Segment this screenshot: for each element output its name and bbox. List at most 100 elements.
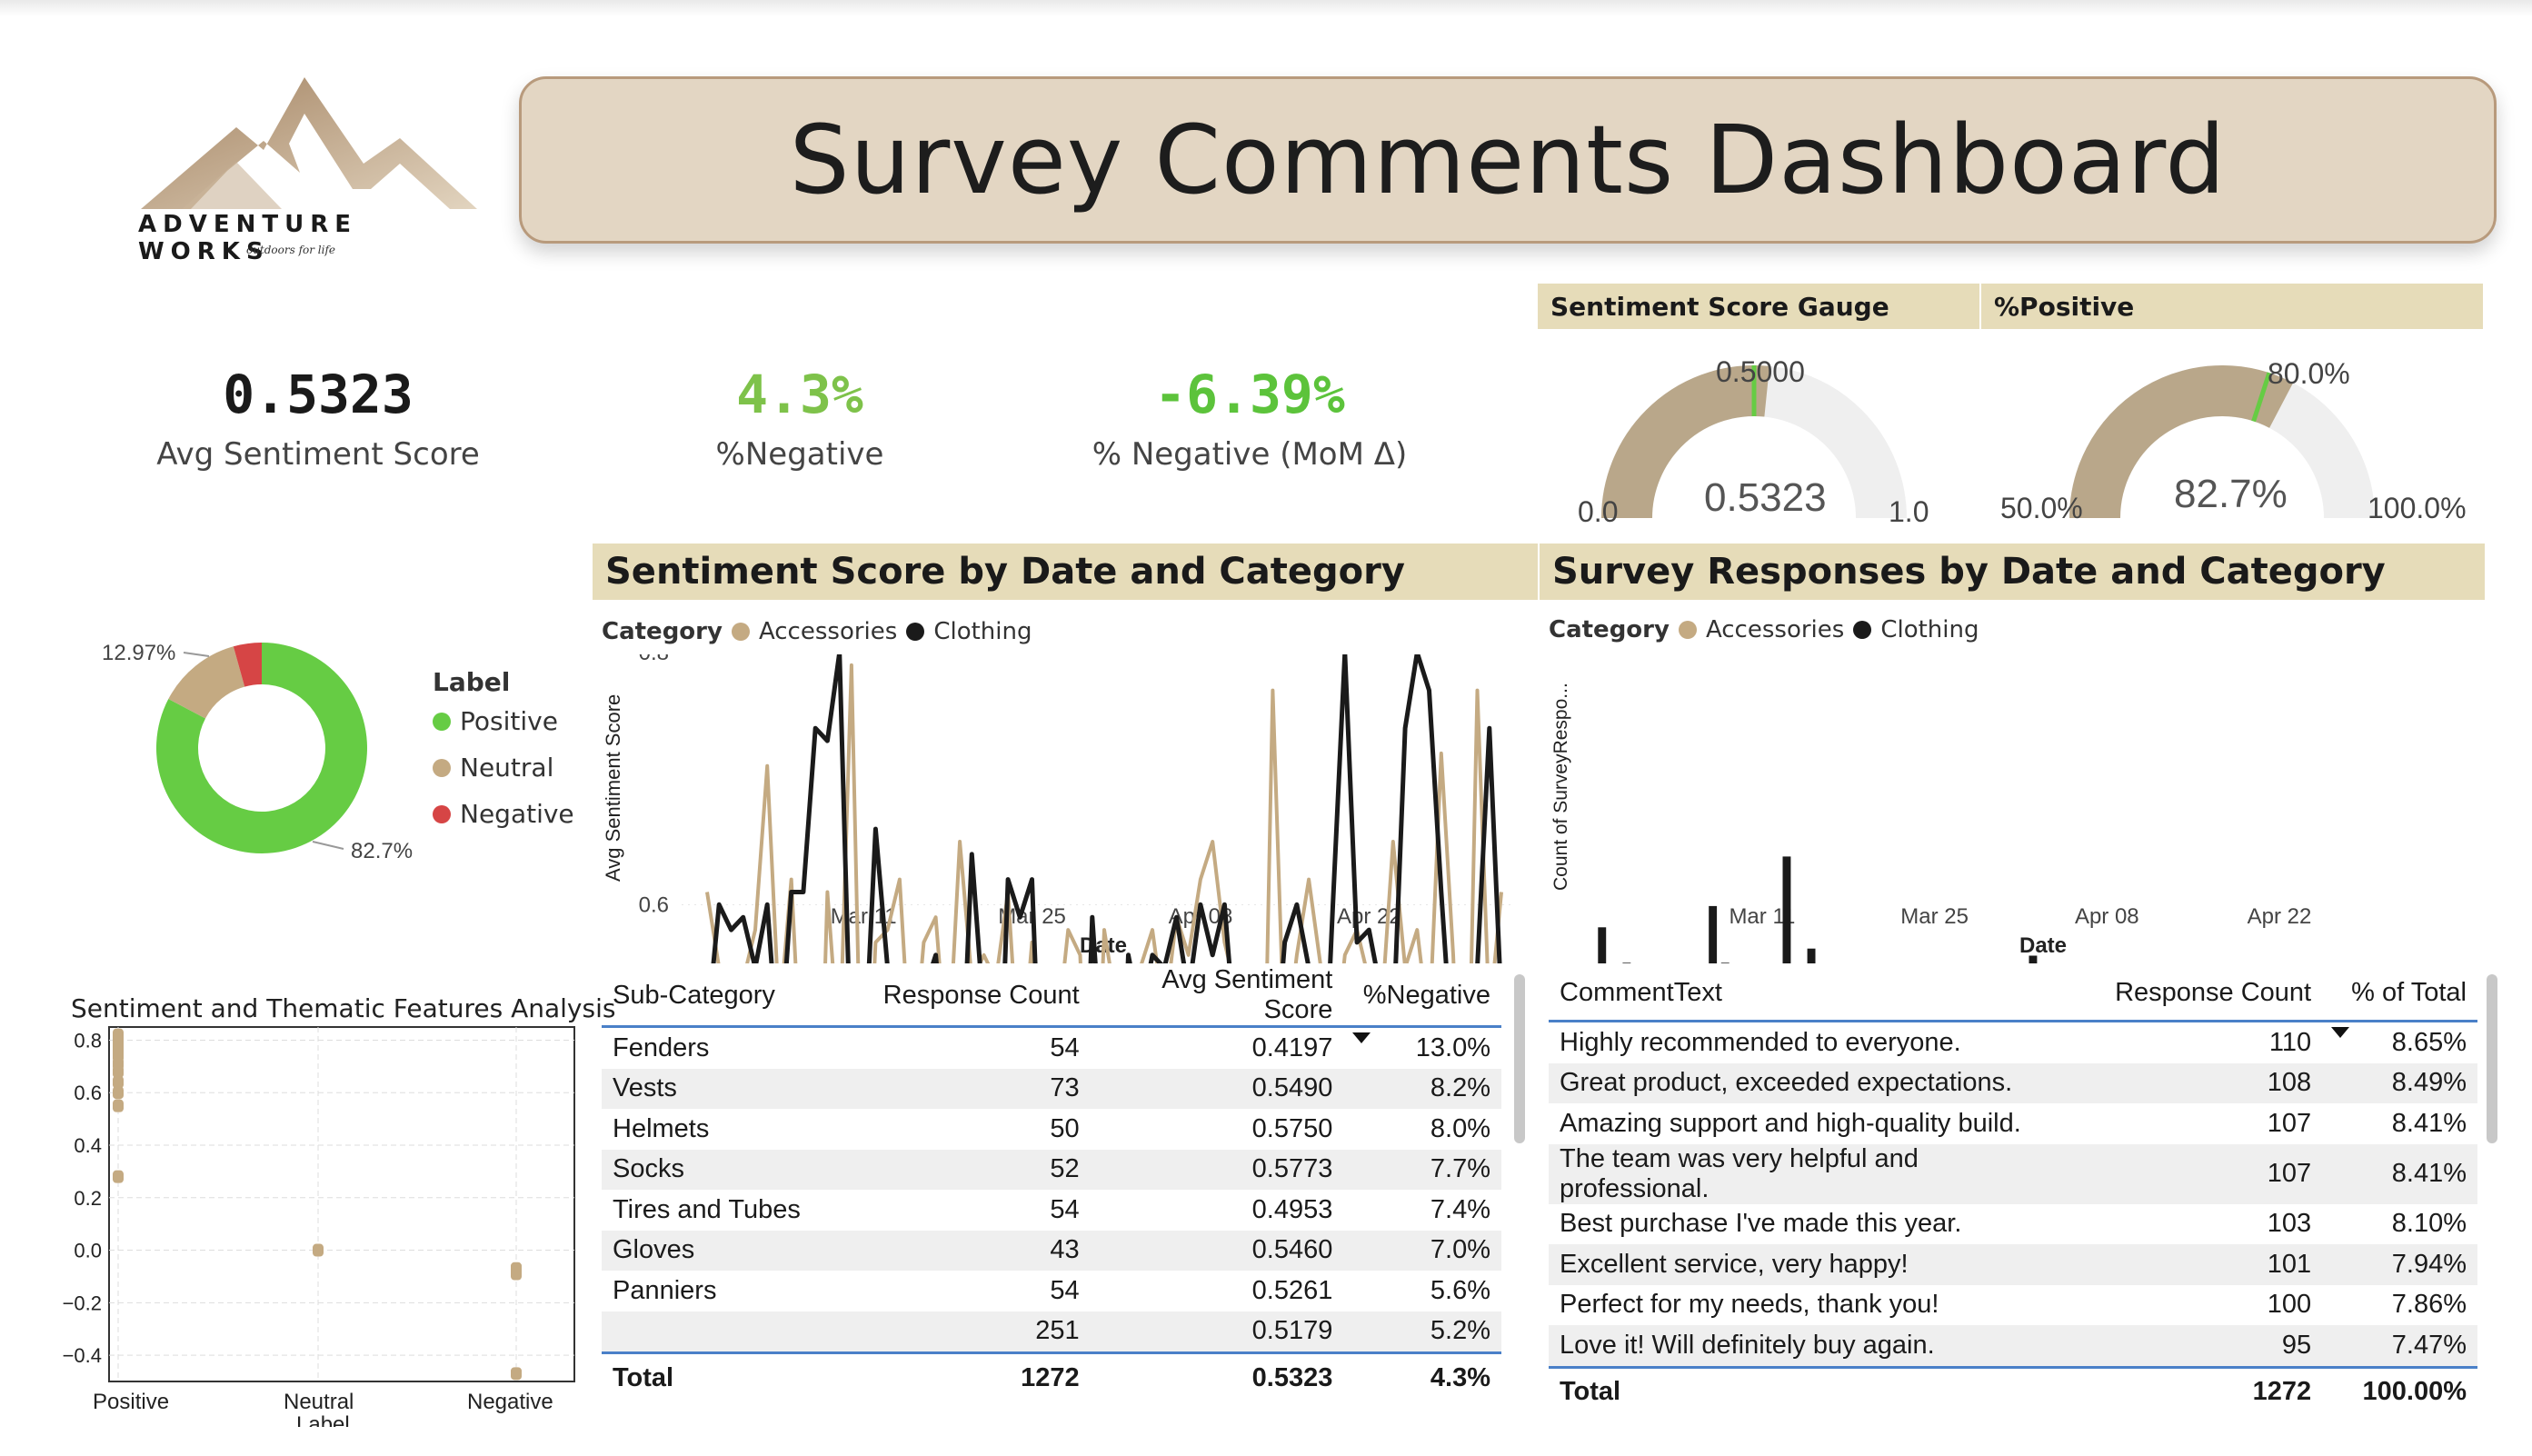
bar-clothing[interactable] bbox=[1807, 948, 1816, 963]
table-row[interactable]: 251 0.5179 5.2% bbox=[602, 1311, 1501, 1353]
table-cell: 43 bbox=[862, 1230, 1091, 1271]
line-series-accessories[interactable] bbox=[705, 663, 1503, 963]
donut-slice-positive[interactable] bbox=[155, 643, 367, 853]
legend-item-negative[interactable]: Negative bbox=[433, 799, 574, 829]
sort-desc-icon bbox=[2331, 1027, 2350, 1038]
table-cell: Helmets bbox=[613, 1113, 710, 1143]
y-tick-label: 0.6 bbox=[639, 893, 669, 917]
donut-slice-neutral[interactable] bbox=[168, 646, 245, 719]
table-cell: 8.0% bbox=[1430, 1113, 1490, 1143]
column-header-sorted[interactable]: % of Total bbox=[2322, 965, 2477, 1038]
y-tick-label: 0.8 bbox=[74, 1029, 102, 1052]
bar-clothing[interactable] bbox=[1709, 905, 1718, 963]
legend-label: Negative bbox=[460, 799, 574, 829]
table-row[interactable]: Perfect for my needs, thank you! 100 7.86% bbox=[1549, 1285, 2477, 1326]
bar-clothing[interactable] bbox=[1622, 962, 1631, 963]
table-row[interactable]: Best purchase I've made this year. 103 8.1… bbox=[1549, 1204, 2477, 1245]
bar-chart-title: Survey Responses by Date and Category bbox=[1552, 551, 2386, 593]
line-series-clothing[interactable] bbox=[707, 654, 1502, 963]
donut-slice-negative[interactable] bbox=[233, 643, 262, 687]
table-row[interactable]: Highly recommended to everyone. 110 8.65% bbox=[1549, 1022, 2477, 1063]
kpi-label: % Negative (MoM Δ) bbox=[1092, 436, 1408, 473]
column-header[interactable]: Response Count bbox=[862, 965, 1091, 1028]
table-cell: 100 bbox=[2267, 1290, 2312, 1320]
responses-bar-chart: 500 Count of SurveyRespo... Date Mar 11M… bbox=[1550, 683, 2312, 964]
table-row[interactable]: Gloves 43 0.5460 7.0% bbox=[602, 1230, 1501, 1271]
total-cell: 1272 bbox=[862, 1351, 1091, 1401]
table-row[interactable]: Love it! Will definitely buy again. 95 7.4… bbox=[1549, 1325, 2477, 1367]
bar-clothing[interactable] bbox=[1720, 962, 1730, 963]
table-cell: 8.2% bbox=[1343, 1068, 1501, 1109]
bar-clothing[interactable] bbox=[1598, 927, 1607, 963]
scatter-point bbox=[113, 1086, 124, 1100]
table-cell: 0.5490 bbox=[1090, 1068, 1344, 1109]
y-tick-label: 0.4 bbox=[74, 1134, 102, 1157]
legend-label[interactable]: Clothing bbox=[933, 618, 1032, 645]
table-cell: 7.94% bbox=[2322, 1244, 2477, 1285]
bar-clothing[interactable] bbox=[1782, 856, 1791, 963]
legend-item-positive[interactable]: Positive bbox=[433, 706, 574, 736]
table-cell: Best purchase I've made this year. bbox=[1560, 1209, 1962, 1239]
subcategory-table-scrollbar[interactable] bbox=[1514, 974, 1525, 1143]
legend-title: Category bbox=[1549, 616, 1670, 643]
x-tick-label: Mar 11 bbox=[831, 904, 897, 929]
y-tick-label: −0.4 bbox=[63, 1344, 102, 1367]
table-cell: 54 bbox=[1050, 1194, 1080, 1224]
column-header[interactable]: Response Count bbox=[2082, 965, 2323, 1022]
positive-gauge: 80.0% 82.7% 50.0% 100.0% bbox=[2000, 357, 2467, 524]
table-total-row: Total 1272 0.5323 4.3% bbox=[602, 1351, 1501, 1401]
gauge-fill bbox=[1601, 365, 1770, 519]
legend-dot-icon bbox=[731, 623, 750, 641]
gauge-target-label: 0.5000 bbox=[1716, 355, 1805, 388]
comment-table-scrollbar[interactable] bbox=[2487, 974, 2497, 1143]
legend-label[interactable]: Clothing bbox=[1880, 616, 1979, 643]
total-cell: 1272 bbox=[2082, 1365, 2323, 1416]
column-header-sorted[interactable]: %Negative bbox=[1343, 965, 1501, 1043]
gauge-header-label: %Positive bbox=[1994, 291, 2135, 322]
x-tick-label: Apr 22 bbox=[1337, 904, 1401, 929]
table-row[interactable]: Fenders 54 0.4197 13.0% bbox=[602, 1027, 1501, 1069]
table-cell: The team was very helpful and profession… bbox=[1549, 1143, 2083, 1204]
mountain-logo-icon bbox=[141, 77, 477, 209]
legend-dot-icon bbox=[433, 712, 451, 731]
bar-clothing[interactable] bbox=[2029, 955, 2038, 964]
table-row[interactable]: Socks 52 0.5773 7.7% bbox=[602, 1149, 1501, 1190]
donut-annotation-line bbox=[183, 652, 210, 657]
scatter-point bbox=[511, 1367, 522, 1381]
table-row[interactable]: Great product, exceeded expectations. 108… bbox=[1549, 1062, 2477, 1103]
table-cell: 110 bbox=[2268, 1027, 2312, 1057]
x-tick-label: Apr 22 bbox=[2248, 904, 2312, 929]
plot-frame bbox=[108, 1026, 575, 1382]
sentiment-scatter-plot: 0.8 0.6 0.4 0.2 0.0 −0.2 −0.4 Positive Neutral… bbox=[63, 1026, 575, 1427]
table-cell: 0.5261 bbox=[1251, 1275, 1333, 1305]
table-row[interactable]: Vests 73 0.5490 8.2% bbox=[602, 1068, 1501, 1109]
gauge-target-label: 80.0% bbox=[2268, 357, 2350, 390]
legend-item-neutral[interactable]: Neutral bbox=[433, 753, 574, 783]
gauge-header-sentiment: Sentiment Score Gauge bbox=[1538, 284, 1979, 329]
table-cell: Excellent service, very happy! bbox=[1549, 1244, 2083, 1285]
scatter-title: Sentiment and Thematic Features Analysis bbox=[71, 993, 616, 1023]
column-header[interactable]: CommentText bbox=[1549, 965, 2083, 1022]
total-cell: 100.00% bbox=[2322, 1365, 2477, 1416]
table-cell: Vests bbox=[602, 1068, 863, 1109]
kpi-value: 4.3% bbox=[736, 364, 863, 425]
table-cell: 0.4953 bbox=[1251, 1194, 1333, 1224]
donut-legend: Label Positive Neutral Negative bbox=[433, 667, 574, 829]
table-total-row: Total 1272 100.00% bbox=[1549, 1365, 2477, 1416]
legend-dot-icon bbox=[906, 623, 925, 641]
legend-label[interactable]: Accessories bbox=[758, 618, 898, 645]
x-tick-label: Positive bbox=[93, 1390, 169, 1414]
table-row[interactable]: Amazing support and high-quality build. 1… bbox=[1549, 1103, 2477, 1144]
table-row[interactable]: Panniers 54 0.5261 5.6% bbox=[602, 1271, 1501, 1311]
legend-label: Positive bbox=[460, 706, 558, 736]
legend-label[interactable]: Accessories bbox=[1705, 616, 1845, 643]
column-header[interactable]: Avg Sentiment Score bbox=[1090, 965, 1344, 1028]
line-chart-legend: Category Accessories Clothing bbox=[602, 618, 1032, 645]
table-row[interactable]: Tires and Tubes 54 0.4953 7.4% bbox=[602, 1190, 1501, 1231]
table-row[interactable]: Helmets 50 0.5750 8.0% bbox=[602, 1109, 1501, 1150]
line-chart-title: Sentiment Score by Date and Category bbox=[605, 551, 1405, 593]
column-header[interactable]: Sub-Category bbox=[602, 965, 863, 1028]
table-row[interactable]: The team was very helpful and profession… bbox=[1549, 1143, 2477, 1204]
table-cell: 107 bbox=[2267, 1108, 2312, 1138]
table-row[interactable]: Excellent service, very happy! 101 7.94% bbox=[1549, 1244, 2477, 1285]
